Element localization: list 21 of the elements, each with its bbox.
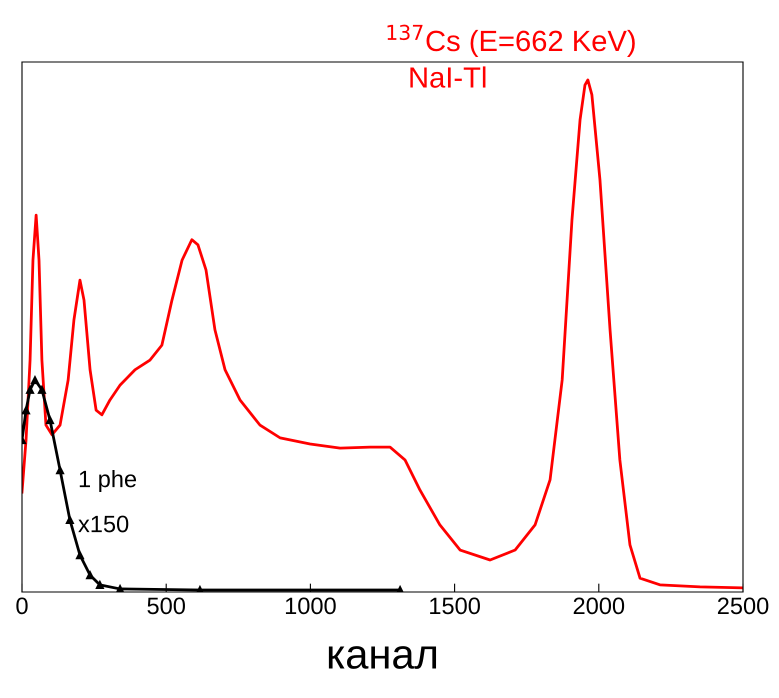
point — [46, 416, 54, 424]
point — [56, 466, 64, 474]
point — [76, 550, 84, 560]
point — [86, 570, 94, 580]
x-tick-label: 500 — [147, 597, 185, 614]
text: $^{137}$Cs (E=662 KeV) — [388, 24, 635, 58]
annotation: x150 — [78, 516, 128, 532]
point — [96, 580, 104, 589]
annotation: 1 phe — [80, 470, 136, 492]
x-tick-label: 2500 — [718, 597, 768, 614]
x-tick-label: 2000 — [574, 597, 624, 614]
point — [30, 376, 40, 384]
annotation: NaI-Tl — [410, 66, 486, 88]
point — [38, 386, 46, 394]
point — [22, 406, 30, 414]
x-tick-label: 0 — [16, 597, 28, 614]
x-tick-label: 1500 — [430, 597, 480, 614]
point — [26, 386, 34, 394]
point — [66, 516, 74, 524]
x-axis-title: канал — [328, 646, 436, 669]
x-tick-label: 1000 — [286, 597, 336, 614]
